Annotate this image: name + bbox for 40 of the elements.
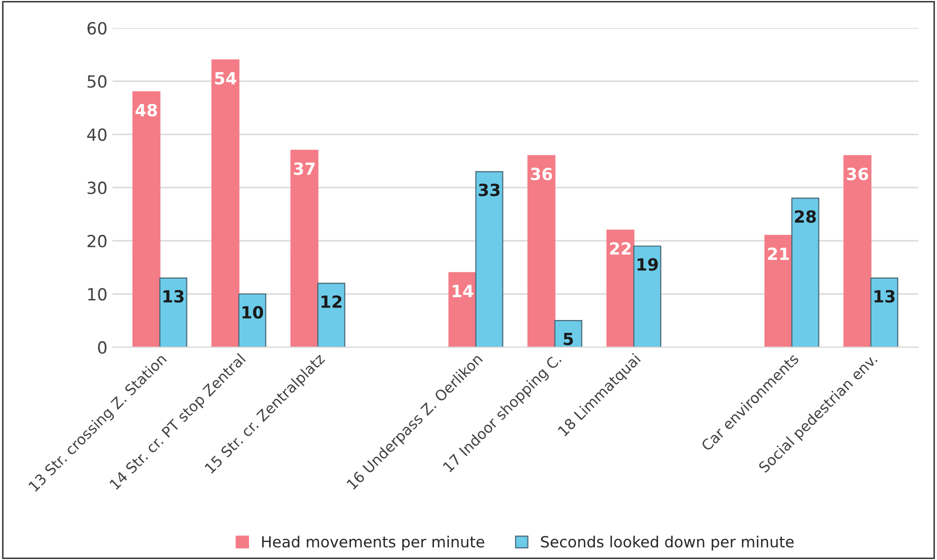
bar [843, 155, 872, 348]
bar [317, 282, 346, 348]
data-label: 37 [294, 162, 315, 175]
data-label: 48 [136, 104, 157, 116]
y-tick-label: 0 [98, 341, 106, 354]
bar [633, 246, 662, 348]
data-label: 14 [452, 284, 474, 298]
data-label: 54 [215, 72, 236, 85]
data-label: 10 [242, 306, 264, 319]
bar [870, 277, 898, 348]
data-label: 28 [795, 210, 816, 223]
bar [791, 198, 820, 348]
data-label: 36 [846, 168, 868, 180]
data-label: 5 [564, 332, 573, 346]
data-label: 12 [322, 295, 342, 308]
bar [606, 230, 634, 348]
data-label: 21 [768, 247, 789, 260]
bar [211, 59, 240, 348]
bar [527, 155, 556, 348]
bar [764, 234, 792, 348]
y-tick-label: 10 [88, 288, 106, 301]
bar [159, 277, 188, 348]
data-label: 19 [638, 258, 658, 271]
y-tick-label: 30 [88, 182, 106, 194]
data-label: 36 [530, 168, 552, 180]
y-tick-label: 20 [88, 234, 106, 248]
data-label: 22 [610, 242, 631, 255]
data-label: 33 [478, 184, 500, 196]
data-label: 13 [874, 290, 895, 303]
bar [132, 91, 160, 348]
y-tick-label: 40 [87, 128, 106, 141]
bar [448, 272, 476, 348]
legend-label: Seconds looked down per minute [541, 536, 794, 551]
legend-label: Head movements per minute [262, 536, 484, 551]
bar [290, 150, 318, 348]
y-tick-label: 50 [88, 75, 106, 88]
y-tick-label: 60 [88, 22, 106, 35]
data-label: 13 [164, 290, 184, 303]
bar [475, 171, 504, 348]
bar [238, 293, 266, 348]
